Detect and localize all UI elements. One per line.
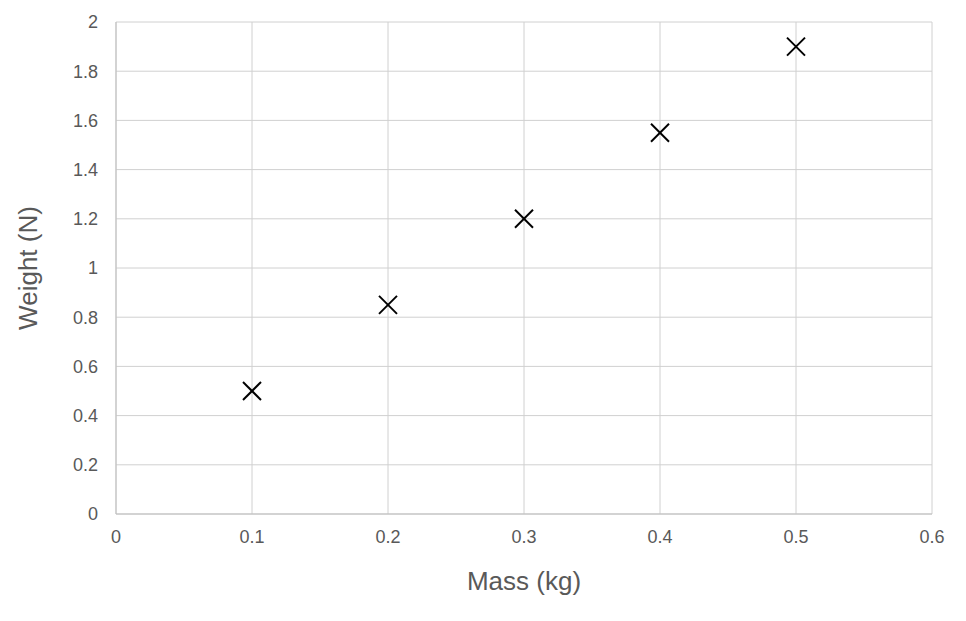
svg-text:0.3: 0.3	[511, 527, 536, 547]
svg-text:2: 2	[88, 12, 98, 32]
svg-text:0.8: 0.8	[73, 308, 98, 328]
svg-text:1.6: 1.6	[73, 111, 98, 131]
svg-text:0: 0	[88, 504, 98, 524]
svg-text:0.4: 0.4	[647, 527, 672, 547]
svg-text:0.1: 0.1	[239, 527, 264, 547]
svg-text:0.4: 0.4	[73, 406, 98, 426]
svg-text:1: 1	[88, 258, 98, 278]
svg-text:0.2: 0.2	[375, 527, 400, 547]
svg-text:1.2: 1.2	[73, 209, 98, 229]
svg-text:1.8: 1.8	[73, 62, 98, 82]
svg-text:0.2: 0.2	[73, 455, 98, 475]
svg-text:1.4: 1.4	[73, 160, 98, 180]
svg-text:0.5: 0.5	[783, 527, 808, 547]
svg-text:0.6: 0.6	[73, 357, 98, 377]
svg-text:Weight (N): Weight (N)	[13, 206, 43, 330]
svg-text:Mass (kg): Mass (kg)	[467, 566, 581, 596]
svg-text:0: 0	[111, 527, 121, 547]
svg-text:0.6: 0.6	[919, 527, 944, 547]
